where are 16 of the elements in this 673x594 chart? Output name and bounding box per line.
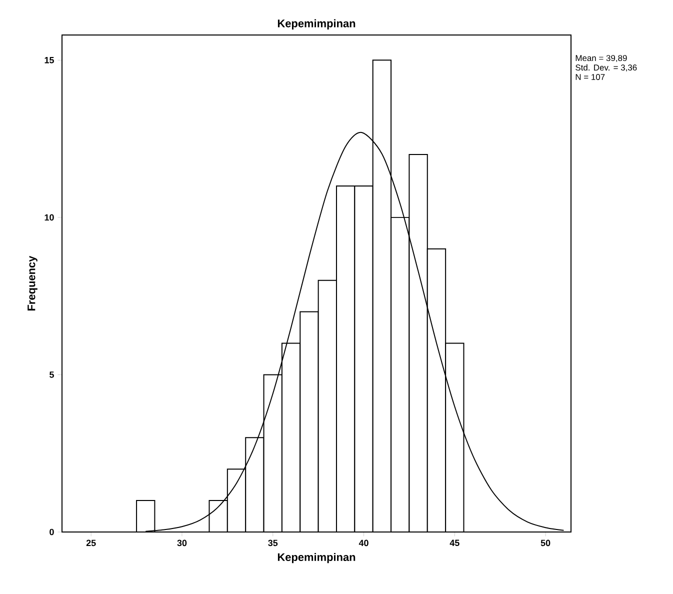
x-tick-label: 30 — [177, 540, 187, 546]
x-tick-label: 25 — [86, 540, 96, 546]
y-tick-label: 0 — [50, 528, 54, 536]
y-tick-label: 5 — [50, 372, 54, 378]
x-axis-title: Kepemimpinan — [278, 552, 356, 564]
text: Mean = 39,89 — [576, 55, 627, 62]
x-tick-label: 50 — [540, 540, 550, 546]
x-tick-label: 35 — [268, 540, 278, 546]
y-axis-title: Frequency — [28, 256, 38, 310]
y-tick-label: 15 — [44, 57, 54, 64]
x-tick-label: 45 — [450, 540, 460, 546]
x-tick-label: 40 — [358, 540, 368, 546]
y-tick-label: 10 — [44, 214, 54, 221]
text: Std. Dev. = 3,36 — [576, 64, 637, 72]
chart-title: Kepemimpinan — [278, 19, 356, 30]
text: N = 107 — [576, 74, 605, 80]
